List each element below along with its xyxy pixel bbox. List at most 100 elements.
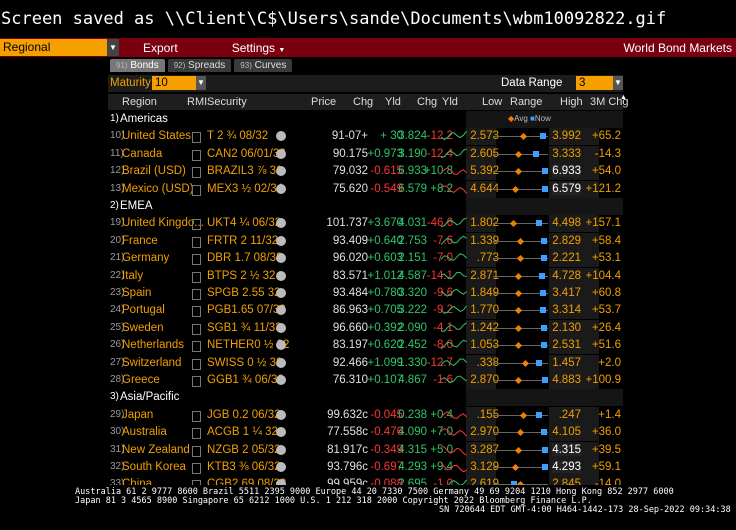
table-row[interactable]: 25) Sweden SGB1 ¾ 11/33 96.660 +0.392 2.090 -4… — [108, 319, 623, 337]
rmi-checkbox[interactable] — [192, 132, 201, 144]
security-detail-icon[interactable] — [276, 270, 286, 281]
security-detail-icon[interactable] — [276, 253, 286, 264]
security-link[interactable]: ACGB 1 ¼ 32 — [207, 426, 278, 439]
col-price[interactable]: Price — [311, 96, 337, 108]
country-link[interactable]: Canada — [122, 147, 163, 160]
security-link[interactable]: UKT4 ¼ 06/32 — [207, 217, 282, 230]
rmi-checkbox[interactable] — [192, 463, 201, 474]
rmi-checkbox[interactable] — [192, 271, 201, 283]
country-link[interactable]: Italy — [122, 269, 144, 282]
country-link[interactable]: Portugal — [122, 304, 165, 317]
country-link[interactable]: Mexico (USD) — [122, 182, 194, 195]
country-link[interactable]: United States — [122, 130, 192, 143]
country-link[interactable]: Australia — [122, 426, 167, 439]
col-region[interactable]: Region — [122, 96, 157, 108]
security-link[interactable]: GGB1 ¾ 06/32 — [207, 374, 284, 386]
table-row[interactable]: 10) United States T 2 ¾ 08/32 91-07+ + 30 3.8… — [108, 128, 623, 146]
tab-curves[interactable]: 93) Curves — [234, 59, 293, 72]
regional-dropdown[interactable]: Regional — [0, 39, 107, 56]
security-detail-icon[interactable] — [276, 166, 286, 177]
rmi-checkbox[interactable] — [192, 184, 201, 196]
table-row[interactable]: 28) Greece GGB1 ¾ 06/32 76.310 +0.107 4.867 -1… — [108, 372, 623, 389]
country-link[interactable]: Greece — [122, 374, 160, 386]
table-row[interactable]: 19) United Kingdo... UKT4 ¼ 06/32 101.737 +3… — [108, 215, 623, 233]
security-detail-icon[interactable] — [276, 305, 286, 316]
security-link[interactable]: BRAZIL3 ⅞ 31 — [207, 165, 283, 178]
table-row[interactable]: 31) New Zealand NZGB 2 05/32 81.917c -0.349 4… — [108, 441, 623, 459]
rmi-checkbox[interactable] — [192, 376, 201, 387]
table-row[interactable]: 29) Japan JGB 0.2 06/32 99.632c -0.045 0.238 +… — [108, 406, 623, 424]
maturity-dropdown-arrow-icon[interactable]: ▼ — [196, 76, 206, 90]
security-link[interactable]: SGB1 ¾ 11/33 — [207, 321, 282, 334]
security-detail-icon[interactable] — [276, 427, 286, 438]
rmi-checkbox[interactable] — [192, 289, 201, 300]
rmi-checkbox[interactable] — [192, 306, 201, 318]
table-row[interactable]: 20) France FRTR 2 11/32 93.409 +0.640 2.753 -7… — [108, 232, 623, 250]
country-link[interactable]: Netherlands — [122, 339, 185, 352]
security-detail-icon[interactable] — [276, 340, 286, 351]
rmi-checkbox[interactable] — [192, 410, 201, 422]
table-row[interactable]: 11) Canada CAN2 06/01/32 90.175 +0.973 3.190-… — [108, 145, 623, 163]
col-yld-spark[interactable]: Yld — [442, 96, 458, 108]
rmi-checkbox[interactable] — [192, 428, 201, 440]
col-yld[interactable]: Yld — [385, 96, 401, 108]
col-rmi[interactable]: RMI — [187, 96, 208, 108]
security-detail-icon[interactable] — [276, 148, 286, 159]
table-row[interactable]: 21) Germany DBR 1.7 08/32 96.020 +0.603 2.151… — [108, 250, 623, 268]
security-detail-icon[interactable] — [276, 409, 286, 420]
col-chg[interactable]: Chg — [353, 96, 374, 108]
security-link[interactable]: KTB3 ⅜ 06/32 — [207, 461, 281, 473]
security-detail-icon[interactable] — [276, 375, 286, 385]
security-link[interactable]: FRTR 2 11/32 — [207, 234, 279, 247]
security-link[interactable]: NZGB 2 05/32 — [207, 443, 281, 456]
security-detail-icon[interactable] — [276, 479, 286, 490]
rmi-checkbox[interactable] — [192, 149, 201, 161]
rmi-checkbox[interactable] — [192, 167, 201, 179]
country-link[interactable]: New Zealand — [122, 443, 190, 456]
security-detail-icon[interactable] — [276, 131, 286, 142]
security-link[interactable]: T 2 ¾ 08/32 — [207, 130, 269, 143]
table-row[interactable]: 26) Netherlands NETHER0 ½ 32 83.197 +0.620 2.… — [108, 337, 623, 355]
rmi-checkbox[interactable] — [192, 445, 201, 457]
table-row[interactable]: 27) Switzerland SWISS 0 ½ 32 92.466 +1.099 1.… — [108, 354, 623, 372]
table-row[interactable]: 13) Mexico (USD) MEX3 ½ 02/34 75.620 -0.549 6… — [108, 180, 623, 198]
country-link[interactable]: South Korea — [122, 461, 186, 473]
security-link[interactable]: SPGB 2.55 32 — [207, 287, 281, 299]
security-detail-icon[interactable] — [276, 288, 286, 298]
group-header[interactable]: 3) Asia/Pacific — [108, 389, 623, 407]
security-detail-icon[interactable] — [276, 322, 286, 333]
security-detail-icon[interactable] — [276, 357, 286, 368]
security-link[interactable]: DBR 1.7 08/32 — [207, 252, 283, 265]
table-row[interactable]: 22) Italy BTPS 2 ½ 32 83.571 +1.012 4.587 -14.… — [108, 267, 623, 285]
scroll-up-icon[interactable]: ▲ — [620, 94, 627, 101]
col-security[interactable]: Security — [207, 96, 247, 108]
security-detail-icon[interactable] — [276, 235, 286, 246]
tab-spreads[interactable]: 92) Spreads — [167, 59, 232, 72]
group-header[interactable]: 1) Americas ◆Avg ■Now — [108, 111, 623, 128]
col-3m-chg[interactable]: 3M Chg — [590, 96, 629, 108]
rmi-checkbox[interactable] — [192, 323, 201, 335]
regional-dropdown-arrow-icon[interactable]: ▼ — [107, 39, 119, 56]
security-detail-icon[interactable] — [276, 462, 286, 472]
col-yld-chg[interactable]: Chg — [417, 96, 438, 108]
country-link[interactable]: Sweden — [122, 321, 164, 334]
security-link[interactable]: BTPS 2 ½ 32 — [207, 269, 276, 282]
rmi-checkbox[interactable] — [192, 236, 201, 248]
security-link[interactable]: SWISS 0 ½ 32 — [207, 356, 283, 369]
security-link[interactable]: NETHER0 ½ 32 — [207, 339, 290, 352]
rmi-checkbox[interactable] — [192, 254, 201, 266]
country-link[interactable]: Spain — [122, 287, 152, 299]
country-link[interactable]: United Kingdo... — [122, 217, 204, 230]
security-link[interactable]: JGB 0.2 06/32 — [207, 408, 281, 421]
table-row[interactable]: 24) Portugal PGB1.65 07/32 86.963 +0.705 3.22… — [108, 302, 623, 320]
security-detail-icon[interactable] — [276, 218, 286, 229]
maturity-select[interactable]: 10 Year — [152, 76, 196, 103]
security-link[interactable]: MEX3 ½ 02/34 — [207, 182, 284, 195]
table-row[interactable]: 12) Brazil (USD) BRAZIL3 ⅞ 31 79.032 -0.615 6… — [108, 163, 623, 181]
rmi-checkbox[interactable] — [192, 219, 201, 231]
country-link[interactable]: France — [122, 234, 158, 247]
security-detail-icon[interactable] — [276, 183, 286, 194]
settings-menu[interactable]: Settings ▼ — [192, 41, 300, 55]
col-low[interactable]: Low — [482, 96, 503, 108]
tab-bonds[interactable]: 91) Bonds — [110, 59, 165, 72]
